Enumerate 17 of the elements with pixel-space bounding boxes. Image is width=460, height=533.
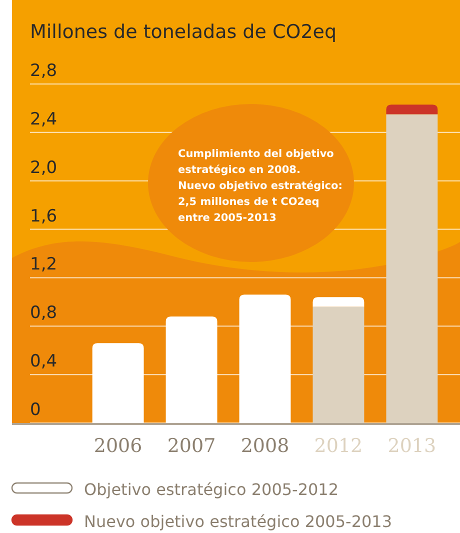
legend-label: Objetivo estratégico 2005-2012 [84,480,339,499]
y-tick-label: 2,0 [30,158,58,178]
legend-label: Nuevo objetivo estratégico 2005-2013 [84,512,392,531]
y-tick-label: 0,4 [30,352,58,372]
y-tick-label: 1,2 [30,254,58,275]
x-tick-label: 2007 [167,435,216,457]
x-tick-label: 2006 [94,435,142,457]
x-tick-label: 2008 [240,435,290,457]
x-tick-label: 2013 [388,435,436,457]
chart-title: Millones de toneladas de CO2eq [30,21,337,43]
y-tick-label: 2,4 [30,109,58,130]
y-tick-label: 1,6 [30,206,58,226]
x-tick-label: 2012 [314,435,363,457]
y-tick-label: 2,8 [30,61,58,81]
y-tick-label: 0 [30,400,41,420]
y-tick-label: 0,8 [30,303,58,324]
annotation: Cumplimiento del objetivo estratégico en 2008. Nuevo objetivo estratégico: 2,5 millones de t CO2eq entre 2005-2013 [178,148,342,224]
